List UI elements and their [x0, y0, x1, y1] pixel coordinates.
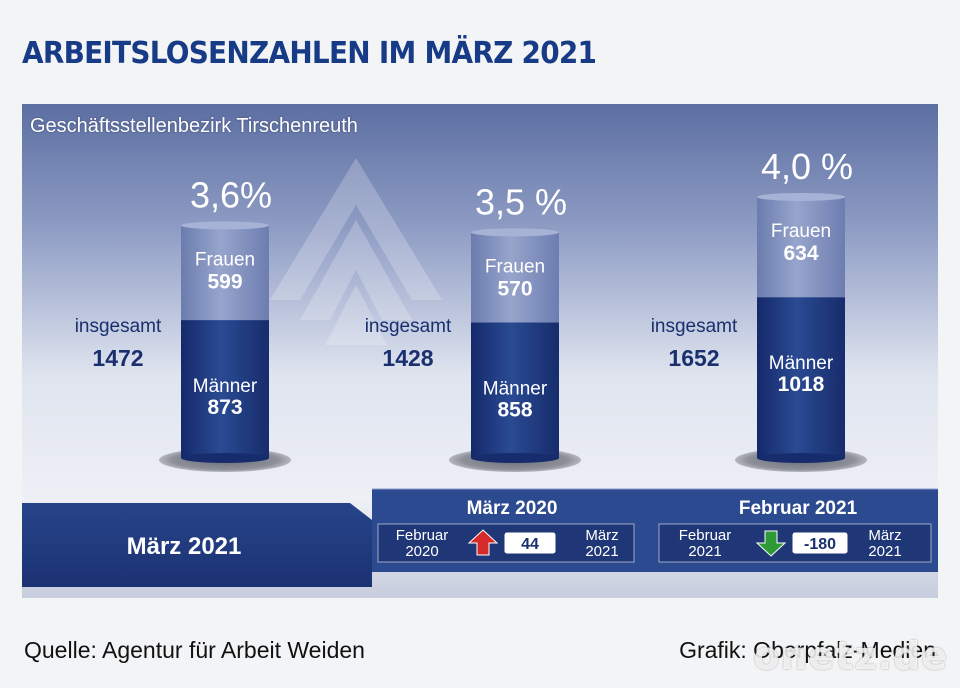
comparison-to-line2: 2021: [868, 543, 901, 560]
comparison-from-line1: Februar: [396, 527, 449, 544]
frauen-value: 599: [207, 270, 242, 293]
period-label: März 2020: [467, 498, 558, 519]
total-value: 1472: [92, 345, 143, 371]
bar-percent-label: 3,6%: [190, 174, 272, 215]
bar-top-cap: [471, 228, 559, 237]
frauen-label: Frauen: [195, 249, 255, 270]
total-label: insgesamt: [651, 316, 738, 337]
arrow-up-icon: [467, 529, 499, 556]
comparison-to-line2: 2021: [585, 543, 618, 560]
bar-segment-maenner: [757, 297, 845, 458]
maenner-label: Männer: [483, 378, 548, 399]
frauen-label: Frauen: [771, 221, 831, 242]
bar-segment-maenner: [181, 320, 269, 458]
maenner-label: Männer: [193, 376, 258, 397]
page-title: ARBEITSLOSENZAHLEN IM MÄRZ 2021: [22, 36, 597, 71]
period-label: Februar 2021: [739, 498, 858, 519]
bar-segment-frauen: [181, 225, 269, 321]
bar-top-cap: [181, 221, 269, 230]
bar-percent-label: 4,0 %: [761, 146, 853, 187]
total-value: 1428: [382, 345, 433, 371]
pyramid-logo: [270, 158, 442, 345]
total-value: 1652: [668, 345, 719, 371]
maenner-value: 1018: [778, 373, 825, 396]
source-note: Quelle: Agentur für Arbeit Weiden: [24, 637, 365, 663]
comparison-value-box: [503, 531, 557, 555]
chart-subtitle: Geschäftsstellenbezirk Tirschenreuth: [30, 115, 358, 137]
frauen-value: 570: [497, 277, 532, 300]
bar-bottom-cap: [471, 453, 559, 463]
comparison-from-line2: 2021: [688, 543, 721, 560]
comparison-value: 44: [521, 536, 539, 553]
bar-segment-frauen: [757, 196, 845, 298]
bar-bottom-cap: [181, 453, 269, 463]
bar-bottom-cap: [757, 453, 845, 463]
comparison-from-line2: 2020: [405, 543, 438, 560]
bar-top-cap: [757, 192, 845, 201]
bar-segment-maenner: [471, 322, 559, 458]
arrow-down-icon: [755, 530, 787, 557]
graphic-credit: Grafik: Oberpfalz-Medien: [679, 637, 936, 663]
total-label: insgesamt: [75, 316, 162, 337]
maenner-label: Männer: [769, 353, 834, 374]
period-band-left: [22, 503, 372, 587]
comparison-value-box: [791, 531, 849, 555]
comparison-from-line1: Februar: [679, 527, 732, 544]
frauen-value: 634: [783, 242, 818, 265]
bar-segment-frauen: [471, 232, 559, 323]
frauen-label: Frauen: [485, 256, 545, 277]
comparison-to-line1: März: [585, 527, 618, 544]
comparison-value: -180: [804, 536, 836, 553]
bar-percent-label: 3,5 %: [475, 181, 567, 222]
watermark-logo: onetz.de: [753, 634, 948, 678]
maenner-value: 858: [497, 398, 532, 421]
maenner-value: 873: [207, 396, 242, 419]
period-label: März 2021: [127, 533, 242, 560]
total-label: insgesamt: [365, 316, 452, 337]
comparison-to-line1: März: [868, 527, 901, 544]
